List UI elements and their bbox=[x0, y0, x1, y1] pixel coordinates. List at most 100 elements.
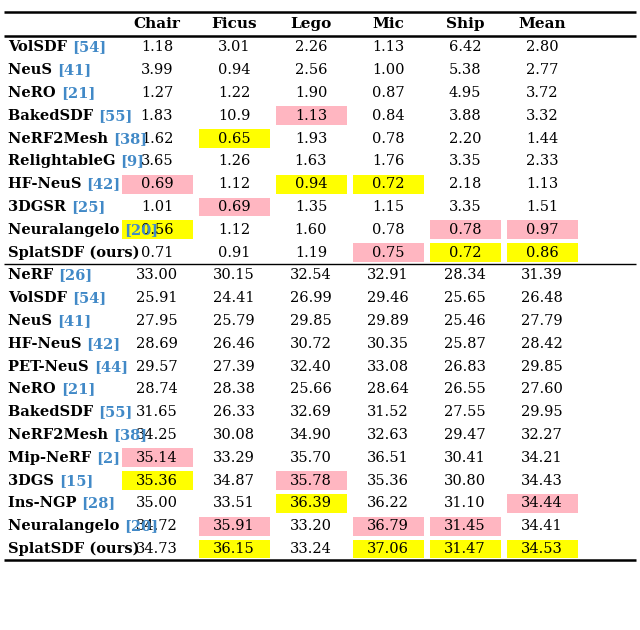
Bar bbox=[429, 243, 500, 262]
Text: 33.29: 33.29 bbox=[213, 451, 255, 465]
Text: 1.13: 1.13 bbox=[372, 40, 404, 54]
Text: 32.63: 32.63 bbox=[367, 428, 409, 442]
Text: 1.90: 1.90 bbox=[295, 86, 327, 100]
Text: 1.27: 1.27 bbox=[141, 86, 173, 100]
Text: [42]: [42] bbox=[86, 177, 121, 191]
Text: 0.86: 0.86 bbox=[525, 246, 558, 260]
Text: 1.76: 1.76 bbox=[372, 154, 404, 168]
Bar bbox=[429, 517, 500, 536]
Text: Mic: Mic bbox=[372, 17, 404, 31]
Text: Lego: Lego bbox=[291, 17, 332, 31]
Bar bbox=[353, 175, 424, 193]
Text: 1.35: 1.35 bbox=[295, 200, 327, 214]
Bar bbox=[429, 540, 500, 558]
Text: [38]: [38] bbox=[113, 428, 147, 442]
Text: 35.78: 35.78 bbox=[290, 474, 332, 488]
Text: 1.44: 1.44 bbox=[526, 132, 558, 146]
Text: 33.51: 33.51 bbox=[213, 496, 255, 510]
Text: 32.54: 32.54 bbox=[290, 268, 332, 282]
Text: 0.56: 0.56 bbox=[141, 223, 173, 237]
Text: 3.88: 3.88 bbox=[449, 109, 481, 123]
Text: [38]: [38] bbox=[113, 132, 147, 146]
Text: 1.22: 1.22 bbox=[218, 86, 250, 100]
Text: Ins-NGP: Ins-NGP bbox=[8, 496, 82, 510]
Text: [44]: [44] bbox=[93, 360, 128, 374]
Text: NeRO: NeRO bbox=[8, 86, 61, 100]
Text: 35.91: 35.91 bbox=[213, 519, 255, 533]
Text: 2.33: 2.33 bbox=[525, 154, 558, 168]
Text: NeuS: NeuS bbox=[8, 314, 57, 328]
Text: 3.35: 3.35 bbox=[449, 154, 481, 168]
Text: 36.22: 36.22 bbox=[367, 496, 409, 510]
Text: Mean: Mean bbox=[518, 17, 566, 31]
Text: Neuralangelo: Neuralangelo bbox=[8, 519, 125, 533]
Text: 32.27: 32.27 bbox=[521, 428, 563, 442]
Text: 26.46: 26.46 bbox=[213, 337, 255, 351]
Text: 30.35: 30.35 bbox=[367, 337, 409, 351]
Text: BakedSDF: BakedSDF bbox=[8, 109, 99, 123]
Text: [9]: [9] bbox=[120, 154, 145, 168]
Text: 26.83: 26.83 bbox=[444, 360, 486, 374]
Bar bbox=[198, 198, 269, 216]
Text: Ship: Ship bbox=[445, 17, 484, 31]
Text: [21]: [21] bbox=[61, 86, 95, 100]
Text: Neuralangelo: Neuralangelo bbox=[8, 223, 125, 237]
Text: 28.64: 28.64 bbox=[367, 382, 409, 396]
Text: 1.63: 1.63 bbox=[295, 154, 327, 168]
Text: 0.78: 0.78 bbox=[372, 132, 404, 146]
Bar bbox=[198, 517, 269, 536]
Text: 25.87: 25.87 bbox=[444, 337, 486, 351]
Text: 31.39: 31.39 bbox=[521, 268, 563, 282]
Text: 34.41: 34.41 bbox=[521, 519, 563, 533]
Text: 28.38: 28.38 bbox=[213, 382, 255, 396]
Text: PET-NeuS: PET-NeuS bbox=[8, 360, 93, 374]
Text: [41]: [41] bbox=[57, 314, 92, 328]
Text: 34.87: 34.87 bbox=[213, 474, 255, 488]
Text: 28.42: 28.42 bbox=[521, 337, 563, 351]
Text: 3.35: 3.35 bbox=[449, 200, 481, 214]
Text: 0.87: 0.87 bbox=[372, 86, 404, 100]
Text: 36.15: 36.15 bbox=[213, 542, 255, 556]
Text: [55]: [55] bbox=[99, 405, 132, 419]
Text: 34.73: 34.73 bbox=[136, 542, 178, 556]
Text: 34.43: 34.43 bbox=[521, 474, 563, 488]
Text: 31.52: 31.52 bbox=[367, 405, 409, 419]
Bar bbox=[275, 494, 346, 513]
Text: [28]: [28] bbox=[82, 496, 116, 510]
Text: [26]: [26] bbox=[58, 268, 93, 282]
Text: 35.70: 35.70 bbox=[290, 451, 332, 465]
Bar bbox=[275, 106, 346, 125]
Text: 34.90: 34.90 bbox=[290, 428, 332, 442]
Text: 3.01: 3.01 bbox=[218, 40, 250, 54]
Bar bbox=[275, 471, 346, 490]
Text: [25]: [25] bbox=[71, 200, 106, 214]
Text: 1.12: 1.12 bbox=[218, 223, 250, 237]
Text: 24.41: 24.41 bbox=[213, 291, 255, 305]
Text: 3.32: 3.32 bbox=[525, 109, 558, 123]
Text: 0.84: 0.84 bbox=[372, 109, 404, 123]
Text: 1.00: 1.00 bbox=[372, 63, 404, 77]
Text: 27.60: 27.60 bbox=[521, 382, 563, 396]
Text: 3.72: 3.72 bbox=[525, 86, 558, 100]
Text: 28.74: 28.74 bbox=[136, 382, 178, 396]
Text: 34.25: 34.25 bbox=[136, 428, 178, 442]
Text: 25.66: 25.66 bbox=[290, 382, 332, 396]
Text: 2.18: 2.18 bbox=[449, 177, 481, 191]
Text: 1.18: 1.18 bbox=[141, 40, 173, 54]
Text: HF-NeuS: HF-NeuS bbox=[8, 337, 86, 351]
Text: BakedSDF: BakedSDF bbox=[8, 405, 99, 419]
Text: 29.95: 29.95 bbox=[521, 405, 563, 419]
Text: SplatSDF (ours): SplatSDF (ours) bbox=[8, 542, 140, 556]
Text: 29.46: 29.46 bbox=[367, 291, 409, 305]
Bar bbox=[353, 540, 424, 558]
Text: 28.34: 28.34 bbox=[444, 268, 486, 282]
Text: [55]: [55] bbox=[99, 109, 132, 123]
Text: 30.41: 30.41 bbox=[444, 451, 486, 465]
Text: NeRF2Mesh: NeRF2Mesh bbox=[8, 132, 113, 146]
Text: 1.19: 1.19 bbox=[295, 246, 327, 260]
Text: 2.80: 2.80 bbox=[525, 40, 558, 54]
Text: 0.72: 0.72 bbox=[449, 246, 481, 260]
Text: 33.20: 33.20 bbox=[290, 519, 332, 533]
Text: [20]: [20] bbox=[125, 519, 159, 533]
Text: 34.53: 34.53 bbox=[521, 542, 563, 556]
